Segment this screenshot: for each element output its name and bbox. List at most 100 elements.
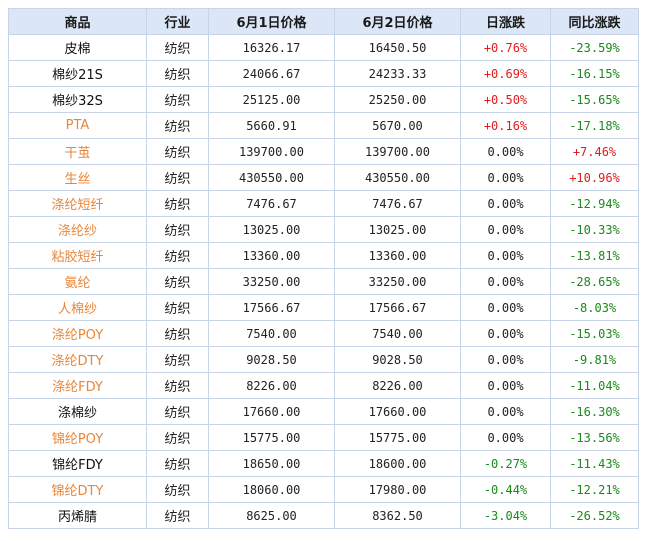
header-commodity[interactable]: 商品 [8, 8, 147, 35]
industry-cell: 纺织 [146, 138, 209, 165]
table-row: 涤纶短纤 纺织 7476.67 7476.67 0.00% -12.94% [8, 190, 639, 217]
industry-cell: 纺织 [146, 476, 209, 503]
commodity-name-link[interactable]: 人棉纱 [8, 294, 147, 321]
price-jun2-cell: 139700.00 [334, 138, 461, 165]
commodity-name-link[interactable]: PTA [8, 112, 147, 139]
commodity-name-link[interactable]: 粘胶短纤 [8, 242, 147, 269]
commodity-name: 棉纱32S [8, 86, 147, 113]
yoy-change-cell: -12.21% [550, 476, 639, 503]
commodity-name-link[interactable]: 锦纶DTY [8, 476, 147, 503]
commodity-name: 皮棉 [8, 34, 147, 61]
commodity-name-link[interactable]: 生丝 [8, 164, 147, 191]
daily-change-cell: 0.00% [460, 346, 551, 373]
price-jun2-cell: 33250.00 [334, 268, 461, 295]
commodity-price-table: 商品 行业 6月1日价格 6月2日价格 日涨跌 同比涨跌 皮棉 纺织 16326.1… [8, 8, 639, 529]
industry-cell: 纺织 [146, 190, 209, 217]
commodity-name-link[interactable]: 锦纶POY [8, 424, 147, 451]
table-row: 氨纶 纺织 33250.00 33250.00 0.00% -28.65% [8, 268, 639, 295]
header-price-jun1[interactable]: 6月1日价格 [208, 8, 335, 35]
industry-cell: 纺织 [146, 164, 209, 191]
table-row: 锦纶DTY 纺织 18060.00 17980.00 -0.44% -12.21% [8, 476, 639, 503]
yoy-change-cell: -23.59% [550, 34, 639, 61]
price-jun1-cell: 5660.91 [208, 112, 335, 139]
price-jun2-cell: 5670.00 [334, 112, 461, 139]
price-jun1-cell: 16326.17 [208, 34, 335, 61]
commodity-name-link[interactable]: 涤纶纱 [8, 216, 147, 243]
industry-cell: 纺织 [146, 346, 209, 373]
price-jun1-cell: 17566.67 [208, 294, 335, 321]
industry-cell: 纺织 [146, 86, 209, 113]
yoy-change-cell: -15.65% [550, 86, 639, 113]
table-row: 粘胶短纤 纺织 13360.00 13360.00 0.00% -13.81% [8, 242, 639, 269]
commodity-name: 锦纶FDY [8, 450, 147, 477]
daily-change-cell: +0.16% [460, 112, 551, 139]
table-row: 棉纱21S 纺织 24066.67 24233.33 +0.69% -16.15% [8, 60, 639, 87]
price-jun2-cell: 8226.00 [334, 372, 461, 399]
price-jun1-cell: 7540.00 [208, 320, 335, 347]
yoy-change-cell: -8.03% [550, 294, 639, 321]
daily-change-cell: 0.00% [460, 424, 551, 451]
price-jun1-cell: 33250.00 [208, 268, 335, 295]
price-jun2-cell: 13360.00 [334, 242, 461, 269]
price-table-container: 商品 行业 6月1日价格 6月2日价格 日涨跌 同比涨跌 皮棉 纺织 16326.1… [8, 8, 639, 529]
table-row: 涤纶POY 纺织 7540.00 7540.00 0.00% -15.03% [8, 320, 639, 347]
price-jun2-cell: 15775.00 [334, 424, 461, 451]
header-daily-change[interactable]: 日涨跌 [460, 8, 551, 35]
yoy-change-cell: -15.03% [550, 320, 639, 347]
yoy-change-cell: -16.15% [550, 60, 639, 87]
table-row: 皮棉 纺织 16326.17 16450.50 +0.76% -23.59% [8, 34, 639, 61]
table-row: 涤纶纱 纺织 13025.00 13025.00 0.00% -10.33% [8, 216, 639, 243]
price-jun2-cell: 18600.00 [334, 450, 461, 477]
price-jun2-cell: 430550.00 [334, 164, 461, 191]
daily-change-cell: 0.00% [460, 242, 551, 269]
header-industry[interactable]: 行业 [146, 8, 209, 35]
industry-cell: 纺织 [146, 398, 209, 425]
table-row: 锦纶POY 纺织 15775.00 15775.00 0.00% -13.56% [8, 424, 639, 451]
commodity-name-link[interactable]: 涤纶FDY [8, 372, 147, 399]
price-jun2-cell: 7476.67 [334, 190, 461, 217]
yoy-change-cell: -13.81% [550, 242, 639, 269]
industry-cell: 纺织 [146, 60, 209, 87]
yoy-change-cell: -16.30% [550, 398, 639, 425]
daily-change-cell: 0.00% [460, 372, 551, 399]
daily-change-cell: +0.50% [460, 86, 551, 113]
commodity-name-link[interactable]: 涤纶POY [8, 320, 147, 347]
industry-cell: 纺织 [146, 268, 209, 295]
commodity-name-link[interactable]: 涤纶短纤 [8, 190, 147, 217]
price-jun1-cell: 13360.00 [208, 242, 335, 269]
yoy-change-cell: -17.18% [550, 112, 639, 139]
yoy-change-cell: -11.43% [550, 450, 639, 477]
industry-cell: 纺织 [146, 112, 209, 139]
industry-cell: 纺织 [146, 450, 209, 477]
price-jun2-cell: 24233.33 [334, 60, 461, 87]
industry-cell: 纺织 [146, 242, 209, 269]
price-jun1-cell: 13025.00 [208, 216, 335, 243]
price-jun1-cell: 430550.00 [208, 164, 335, 191]
commodity-name-link[interactable]: 氨纶 [8, 268, 147, 295]
price-jun1-cell: 18060.00 [208, 476, 335, 503]
header-price-jun2[interactable]: 6月2日价格 [334, 8, 461, 35]
commodity-name: 涤棉纱 [8, 398, 147, 425]
price-jun1-cell: 18650.00 [208, 450, 335, 477]
yoy-change-cell: -13.56% [550, 424, 639, 451]
table-row: 生丝 纺织 430550.00 430550.00 0.00% +10.96% [8, 164, 639, 191]
header-yoy-change[interactable]: 同比涨跌 [550, 8, 639, 35]
price-jun2-cell: 17660.00 [334, 398, 461, 425]
daily-change-cell: 0.00% [460, 138, 551, 165]
table-row: 干茧 纺织 139700.00 139700.00 0.00% +7.46% [8, 138, 639, 165]
commodity-name-link[interactable]: 涤纶DTY [8, 346, 147, 373]
yoy-change-cell: +10.96% [550, 164, 639, 191]
table-row: 丙烯腈 纺织 8625.00 8362.50 -3.04% -26.52% [8, 502, 639, 529]
price-jun2-cell: 7540.00 [334, 320, 461, 347]
commodity-name: 丙烯腈 [8, 502, 147, 529]
price-jun1-cell: 8226.00 [208, 372, 335, 399]
daily-change-cell: +0.69% [460, 60, 551, 87]
yoy-change-cell: -26.52% [550, 502, 639, 529]
price-jun2-cell: 25250.00 [334, 86, 461, 113]
yoy-change-cell: +7.46% [550, 138, 639, 165]
yoy-change-cell: -11.04% [550, 372, 639, 399]
industry-cell: 纺织 [146, 320, 209, 347]
commodity-name-link[interactable]: 干茧 [8, 138, 147, 165]
price-jun1-cell: 25125.00 [208, 86, 335, 113]
table-row: 涤纶DTY 纺织 9028.50 9028.50 0.00% -9.81% [8, 346, 639, 373]
